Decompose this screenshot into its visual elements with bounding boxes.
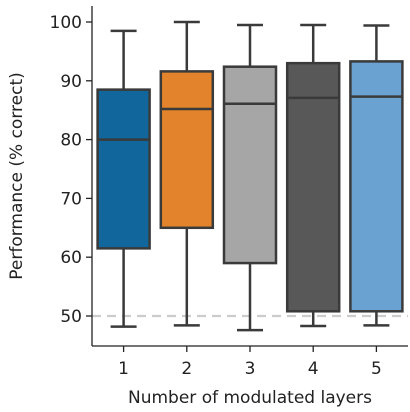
y-tick-label: 60 xyxy=(60,248,82,268)
box-iqr xyxy=(349,60,404,313)
axes: 50 60 70 80 90 100 1 2 3 4 5 xyxy=(50,6,408,379)
y-tick-label: 80 xyxy=(60,131,82,151)
x-tick-label: 3 xyxy=(245,359,256,379)
box-1 xyxy=(96,29,151,328)
plot-marks xyxy=(92,20,408,332)
y-tick-label: 90 xyxy=(60,72,82,92)
box-2 xyxy=(159,20,215,327)
x-tick-label: 5 xyxy=(371,359,382,379)
box-iqr xyxy=(159,70,215,230)
y-tick-label: 70 xyxy=(60,189,82,209)
box-3 xyxy=(222,23,278,332)
x-tick-label: 1 xyxy=(118,359,129,379)
y-tick-label: 100 xyxy=(50,13,82,33)
y-tick-label: 50 xyxy=(60,307,82,327)
x-tick-label: 4 xyxy=(308,359,319,379)
x-tick-label: 2 xyxy=(181,359,192,379)
x-axis-label: Number of modulated layers xyxy=(128,388,372,408)
box-4 xyxy=(285,23,341,328)
y-axis-label: Performance (% correct) xyxy=(7,72,27,279)
box-5 xyxy=(349,24,404,327)
box-iqr xyxy=(96,88,151,250)
box-iqr xyxy=(285,61,341,313)
box-iqr xyxy=(222,65,278,265)
